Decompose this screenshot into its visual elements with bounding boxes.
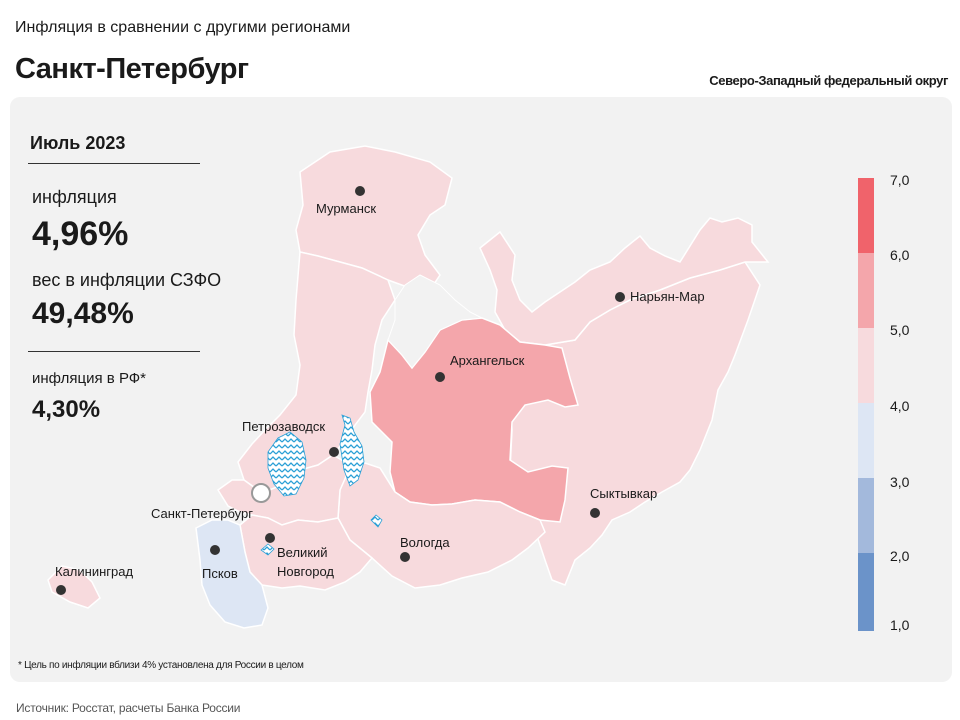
legend-tick-1: 1,0 (890, 617, 910, 633)
legend-segment-2-3 (858, 478, 874, 553)
legend-tick-3: 3,0 (890, 474, 910, 490)
divider-top (28, 163, 200, 164)
city-label-murmansk: Мурманск (316, 201, 376, 216)
city-label-naryan-mar: Нарьян-Мар (630, 289, 705, 304)
lake-onega (339, 414, 365, 487)
footnote: * Цель по инфляции вблизи 4% установлена… (18, 660, 304, 671)
city-dot-syktyvkar[interactable] (590, 508, 600, 518)
city-dot-petrozavodsk[interactable] (329, 447, 339, 457)
city-dot-pskov[interactable] (210, 545, 220, 555)
region-vologda[interactable] (337, 461, 546, 589)
legend-tick-7: 7,0 (890, 172, 910, 188)
divider-bottom (28, 351, 200, 352)
inflation-value: 4,96% (32, 215, 129, 253)
lake-ilmen (260, 543, 275, 556)
city-dot-naryan-mar[interactable] (615, 292, 625, 302)
legend-segment-4-5 (858, 328, 874, 403)
city-dot-kaliningrad[interactable] (56, 585, 66, 595)
city-dot-arkhangelsk[interactable] (435, 372, 445, 382)
legend-tick-4: 4,0 (890, 398, 910, 414)
weight-value: 49,48% (32, 297, 134, 330)
city-dot-vologda[interactable] (400, 552, 410, 562)
city-label-syktyvkar: Сыктывкар (590, 486, 657, 501)
period-label: Июль 2023 (30, 133, 126, 153)
lake-beloye (370, 514, 383, 528)
white-sea (387, 274, 484, 369)
legend-segment-5-6 (858, 253, 874, 328)
city-label-kaliningrad: Калининград (55, 564, 133, 579)
weight-label: вес в инфляции СЗФО (32, 270, 222, 290)
city-dot-veliky-novgorod[interactable] (265, 533, 275, 543)
city-label-veliky-novgorod-1: Великий (277, 545, 328, 560)
city-label-arkhangelsk: Архангельск (450, 353, 525, 368)
legend-tick-2: 2,0 (890, 548, 910, 564)
legend-tick-6: 6,0 (890, 247, 910, 263)
legend-segment-1-2 (858, 553, 874, 631)
legend-tick-5: 5,0 (890, 322, 910, 338)
region-karelia[interactable] (237, 251, 396, 494)
region-nenets[interactable] (479, 217, 770, 346)
legend-segment-6-7 (858, 178, 874, 253)
legend-segment-3-4 (858, 403, 874, 478)
city-dot-murmansk[interactable] (355, 186, 365, 196)
city-label-pskov: Псков (202, 566, 238, 581)
city-label-saint-petersburg: Санкт-Петербург (151, 506, 253, 521)
chart-subtitle: Инфляция в сравнении с другими регионами (15, 19, 351, 36)
district-label: Северо-Западный федеральный округ (709, 73, 948, 88)
inflation-label: инфляция (32, 187, 117, 207)
city-dot-saint-petersburg[interactable] (251, 483, 271, 503)
region-kaliningrad[interactable] (47, 565, 101, 609)
rf-inflation-value: 4,30% (32, 396, 101, 423)
lake-ladoga (267, 431, 307, 497)
source-note: Источник: Росстат, расчеты Банка России (16, 701, 241, 715)
city-label-vologda: Вологда (400, 535, 450, 550)
page-title: Санкт-Петербург (15, 53, 249, 85)
rf-inflation-label: инфляция в РФ* (32, 370, 147, 387)
city-label-veliky-novgorod-2: Новгород (277, 564, 334, 579)
city-label-petrozavodsk: Петрозаводск (242, 419, 325, 434)
